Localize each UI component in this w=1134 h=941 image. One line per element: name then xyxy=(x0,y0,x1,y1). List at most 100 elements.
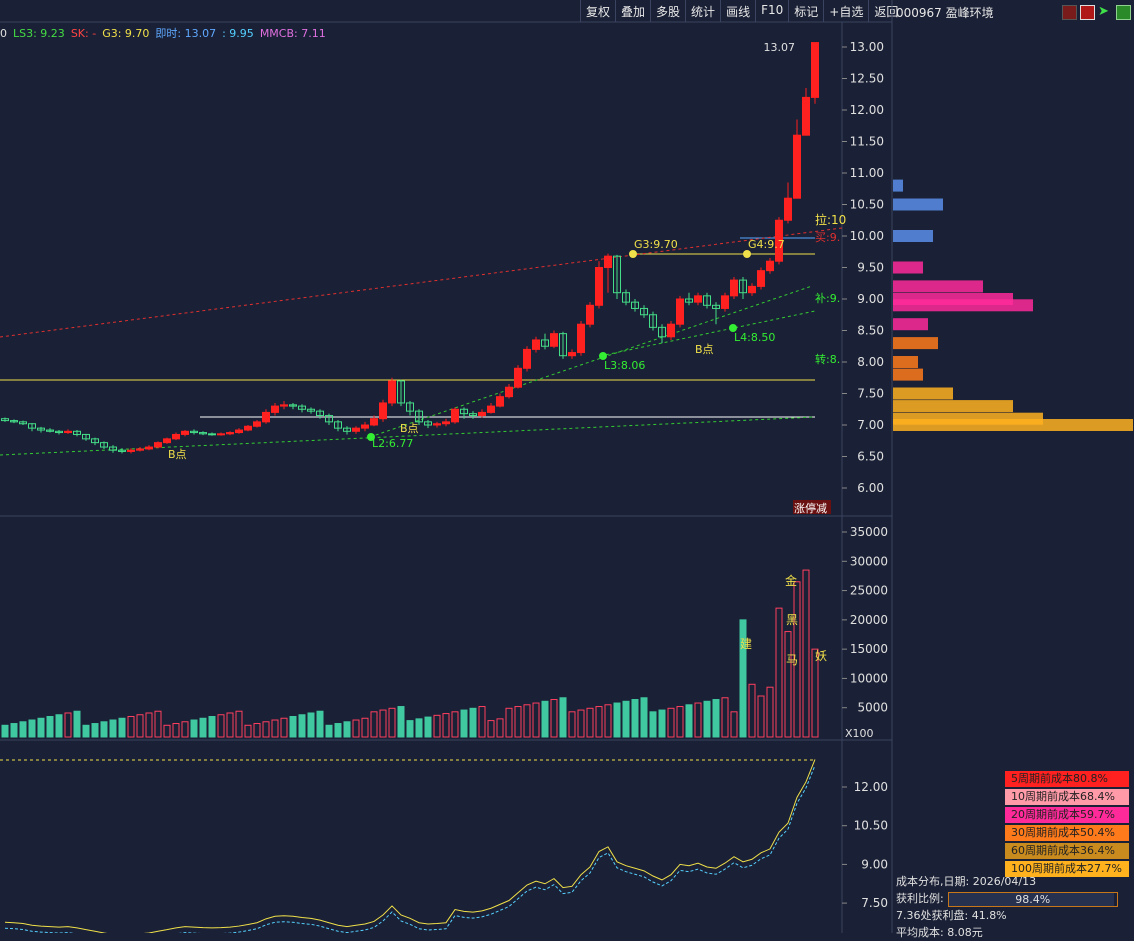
price-tick-label-11: 7.50 xyxy=(857,387,884,401)
toolbar-item-2[interactable]: 多股 xyxy=(650,0,685,22)
profit-ratio-value: 98.4% xyxy=(1015,892,1051,906)
price-tick-label-10: 8.00 xyxy=(857,355,884,369)
volume-bar xyxy=(199,717,207,738)
candle-body xyxy=(406,402,414,412)
legend-item-5: : 9.95 xyxy=(222,27,254,40)
volume-bar xyxy=(1,724,9,738)
toolbar-item-0[interactable]: 复权 xyxy=(580,0,615,22)
volume-bar xyxy=(748,683,756,738)
play-icon[interactable] xyxy=(1080,5,1095,20)
chip-bar-2 xyxy=(893,400,1013,413)
cost-distribution-panel: 5周期前成本80.8% 10周期前成本68.4% 20周期前成本59.7% 30周期前… xyxy=(1004,770,1130,878)
volume-bar xyxy=(352,719,360,738)
candle-body xyxy=(361,424,369,429)
candle-body xyxy=(91,438,99,444)
candle-body xyxy=(226,432,234,435)
candle-body xyxy=(460,408,468,415)
volume-bar xyxy=(487,720,495,738)
volume-bar xyxy=(136,714,144,738)
candle-body xyxy=(244,425,252,431)
volume-bar xyxy=(73,710,81,738)
toolbar-item-4[interactable]: 画线 xyxy=(720,0,755,22)
volume-bar xyxy=(586,707,594,738)
candle-body xyxy=(136,448,144,451)
candle-body xyxy=(82,433,90,440)
volume-bar xyxy=(91,723,99,738)
candle-body xyxy=(793,134,801,199)
volume-bar xyxy=(19,721,27,738)
volume-bar xyxy=(559,697,567,738)
volume-bar xyxy=(469,707,477,738)
l3-label: L3:8.06 xyxy=(604,359,645,372)
candle-body xyxy=(433,423,441,426)
candle-body xyxy=(658,326,666,338)
candle-body xyxy=(55,430,63,434)
vol-tick-label-1: 30000 xyxy=(850,554,888,568)
toolbar-item-1[interactable]: 叠加 xyxy=(615,0,650,22)
chart-type-icon[interactable] xyxy=(1062,5,1077,20)
candle-body xyxy=(37,427,45,431)
b-point-2: B点 xyxy=(400,422,419,435)
candle-body xyxy=(388,380,396,404)
cost-date: 成本分布,日期: 2026/04/13 xyxy=(896,875,1037,888)
cost-info: 成本分布,日期: 2026/04/13 获利比例: 98.4% 7.36处获利盘:… xyxy=(896,873,1118,941)
candle-body xyxy=(676,298,684,325)
legend-item-0: 0 xyxy=(0,27,7,40)
candle-body xyxy=(271,405,279,413)
profit-ratio-label: 获利比例: xyxy=(896,892,944,905)
l2-dot xyxy=(367,433,375,441)
volume-bar xyxy=(478,706,486,738)
candle-body xyxy=(145,446,153,450)
volume-bar xyxy=(226,712,234,738)
toolbar-item-3[interactable]: 统计 xyxy=(685,0,720,22)
candle-body xyxy=(568,352,576,357)
grid-icon[interactable] xyxy=(1116,5,1131,20)
candle-body xyxy=(235,429,243,434)
cost-row-2: 20周期前成本59.7% xyxy=(1004,806,1130,824)
candle-body xyxy=(46,429,54,432)
volume-bar xyxy=(622,700,630,738)
ind-tick-label-1: 10.50 xyxy=(854,819,888,833)
candle-body xyxy=(757,270,765,287)
volume-bar xyxy=(379,709,387,738)
price-tick-label-1: 12.50 xyxy=(850,72,884,86)
bu-label: 补:9. xyxy=(815,292,840,305)
vol-tick-label-3: 20000 xyxy=(850,613,888,627)
chip-bar-1 xyxy=(893,412,1043,425)
candle-body xyxy=(802,96,810,136)
candle-body xyxy=(748,285,756,294)
arrow-icon[interactable]: ➤ xyxy=(1098,4,1109,19)
candle-body xyxy=(154,442,162,448)
volume-bar xyxy=(811,648,819,738)
volume-bar xyxy=(415,718,423,738)
zhangting-label: 涨停减 xyxy=(794,501,827,515)
candle-body xyxy=(775,219,783,262)
chip-bar-6 xyxy=(893,337,938,350)
la-label: 拉:10 xyxy=(815,212,846,227)
candle-body xyxy=(451,408,459,423)
ind-tick-label-0: 12.00 xyxy=(854,780,888,794)
volume-bar xyxy=(244,724,252,738)
volume-bar xyxy=(64,712,72,738)
candle-body xyxy=(280,404,288,407)
candle-body xyxy=(415,410,423,423)
toolbar-item-7[interactable]: +自选 xyxy=(823,0,868,22)
candle-body xyxy=(730,279,738,297)
candle-body xyxy=(352,427,360,432)
volume-bar xyxy=(208,716,216,738)
legend-item-3: G3: 9.70 xyxy=(102,27,150,40)
volume-bar xyxy=(145,712,153,738)
profit-ratio-bar: 98.4% xyxy=(947,891,1118,907)
toolbar-item-6[interactable]: 标记 xyxy=(788,0,823,22)
volume-bar xyxy=(523,704,531,738)
candle-body xyxy=(541,339,549,347)
volume-bar xyxy=(613,702,621,738)
toolbar-item-5[interactable]: F10 xyxy=(755,0,788,22)
chip-bar-9 xyxy=(893,293,1013,305)
volume-bar xyxy=(10,723,18,738)
candle-body xyxy=(739,279,747,294)
volume-bar xyxy=(739,619,747,738)
candle-body xyxy=(118,449,126,452)
candle-body xyxy=(73,430,81,435)
